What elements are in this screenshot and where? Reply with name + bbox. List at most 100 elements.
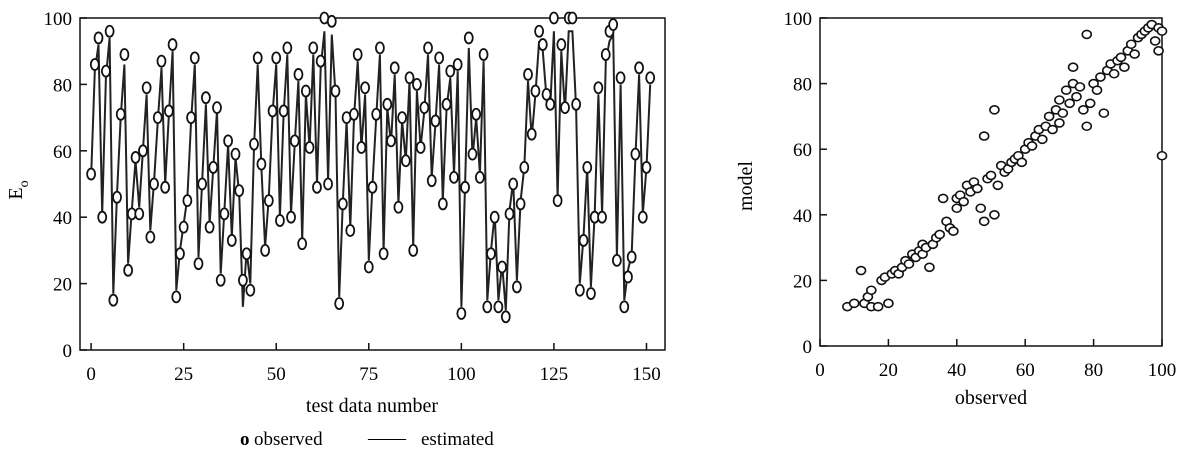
chart1-y-axis-title-subscript: o bbox=[17, 180, 32, 187]
chart1-y-ticks: 0 20 40 60 80 100 bbox=[44, 9, 87, 362]
observed-point bbox=[197, 177, 208, 191]
observed-point bbox=[275, 214, 285, 227]
observed-point bbox=[574, 283, 585, 297]
observed-point bbox=[156, 54, 167, 68]
scatter-point bbox=[1078, 105, 1089, 115]
observed-point bbox=[141, 81, 152, 95]
observed-point bbox=[545, 97, 556, 111]
observed-point bbox=[182, 194, 193, 208]
observed-point bbox=[523, 68, 533, 81]
observed-point bbox=[115, 107, 126, 121]
observed-point bbox=[482, 300, 493, 314]
observed-point bbox=[552, 194, 563, 208]
chart1-x-ticks: 0 25 50 75 100 125 150 bbox=[86, 343, 661, 385]
scatter-point bbox=[872, 301, 884, 312]
observed-point bbox=[293, 68, 304, 81]
scatter-point bbox=[1153, 45, 1164, 56]
observed-point bbox=[437, 197, 448, 211]
observed-point bbox=[345, 224, 356, 237]
observed-point bbox=[456, 307, 467, 320]
observed-point bbox=[367, 180, 378, 194]
observed-point bbox=[238, 273, 248, 287]
observed-point bbox=[352, 48, 363, 61]
observed-point bbox=[586, 287, 596, 300]
scatter-point bbox=[1026, 141, 1038, 151]
observed-point bbox=[419, 101, 430, 115]
observed-point bbox=[282, 41, 293, 55]
scatter-point bbox=[1081, 121, 1093, 132]
scatter-point bbox=[1074, 82, 1086, 92]
observed-point bbox=[441, 97, 452, 111]
observed-point bbox=[530, 84, 541, 98]
observed-point bbox=[171, 290, 182, 304]
observed-point bbox=[130, 151, 141, 164]
observed-point bbox=[252, 51, 263, 65]
scatter-point bbox=[985, 170, 997, 181]
chart2-x-tick-label: 100 bbox=[1148, 360, 1177, 381]
observed-point bbox=[337, 197, 348, 211]
observed-point bbox=[608, 18, 619, 32]
chart2-y-tick-label: 20 bbox=[793, 271, 812, 292]
scatter-point bbox=[975, 203, 987, 214]
scatter-point bbox=[1084, 98, 1096, 109]
chart2-x-tick-label: 0 bbox=[815, 360, 825, 381]
observed-point bbox=[463, 31, 474, 45]
observed-point bbox=[382, 97, 393, 111]
chart1-y-tick-label: 100 bbox=[44, 9, 73, 30]
observed-point bbox=[497, 260, 507, 274]
scatter-point bbox=[958, 196, 969, 207]
observed-point bbox=[300, 84, 311, 98]
observed-point bbox=[626, 250, 637, 264]
observed-point bbox=[615, 71, 626, 85]
legend-line-sample: —— bbox=[367, 428, 407, 449]
scatter-point bbox=[1054, 118, 1065, 128]
scatter-point bbox=[1067, 62, 1079, 72]
observed-point bbox=[452, 58, 463, 71]
chart2-x-tick-label: 40 bbox=[947, 360, 966, 381]
observed-point bbox=[138, 144, 148, 158]
observed-point bbox=[145, 230, 156, 244]
scatter-point bbox=[848, 298, 860, 309]
scatter-point bbox=[1037, 134, 1048, 145]
observed-point bbox=[630, 147, 641, 161]
observed-point bbox=[400, 154, 411, 168]
observed-point bbox=[200, 91, 211, 105]
observed-point bbox=[326, 14, 337, 28]
chart2-x-ticks: 0 20 40 60 80 100 bbox=[815, 339, 1176, 381]
scatter-point bbox=[1156, 26, 1168, 36]
scatter-point bbox=[903, 259, 915, 269]
observed-points bbox=[86, 11, 656, 324]
observed-point bbox=[378, 247, 389, 261]
scatter-point bbox=[883, 298, 894, 309]
observed-point bbox=[471, 107, 482, 121]
chart1-y-tick-label: 60 bbox=[53, 142, 72, 163]
observed-point bbox=[360, 81, 370, 95]
observed-point bbox=[375, 41, 385, 55]
observed-point bbox=[408, 243, 419, 257]
chart2-x-tick-label: 60 bbox=[1016, 360, 1035, 381]
scatter-point bbox=[989, 210, 1000, 220]
chart1-x-tick-label: 150 bbox=[632, 364, 661, 385]
observed-point bbox=[223, 134, 234, 148]
observed-point bbox=[571, 97, 582, 111]
scatter-point bbox=[948, 226, 959, 236]
scatter-point bbox=[1060, 85, 1072, 95]
observed-point bbox=[449, 170, 459, 184]
observed-point bbox=[289, 134, 300, 148]
chart2-x-tick-label: 80 bbox=[1084, 360, 1103, 381]
observed-point bbox=[597, 210, 607, 224]
observed-point bbox=[504, 207, 515, 221]
observed-point bbox=[356, 141, 367, 154]
observed-point bbox=[271, 51, 282, 65]
scatter-point bbox=[1057, 108, 1069, 118]
observed-point bbox=[534, 24, 545, 38]
observed-point bbox=[219, 207, 230, 221]
scatter-point bbox=[937, 193, 949, 204]
observed-point bbox=[160, 180, 171, 194]
legend-marker-symbol: o bbox=[240, 429, 250, 450]
scatter-point bbox=[1125, 39, 1137, 50]
chart1-y-tick-label: 20 bbox=[53, 275, 72, 296]
observed-point bbox=[386, 134, 396, 148]
chart2-y-ticks: 0 20 40 60 80 100 bbox=[784, 9, 827, 358]
scatter-point bbox=[1129, 49, 1140, 59]
